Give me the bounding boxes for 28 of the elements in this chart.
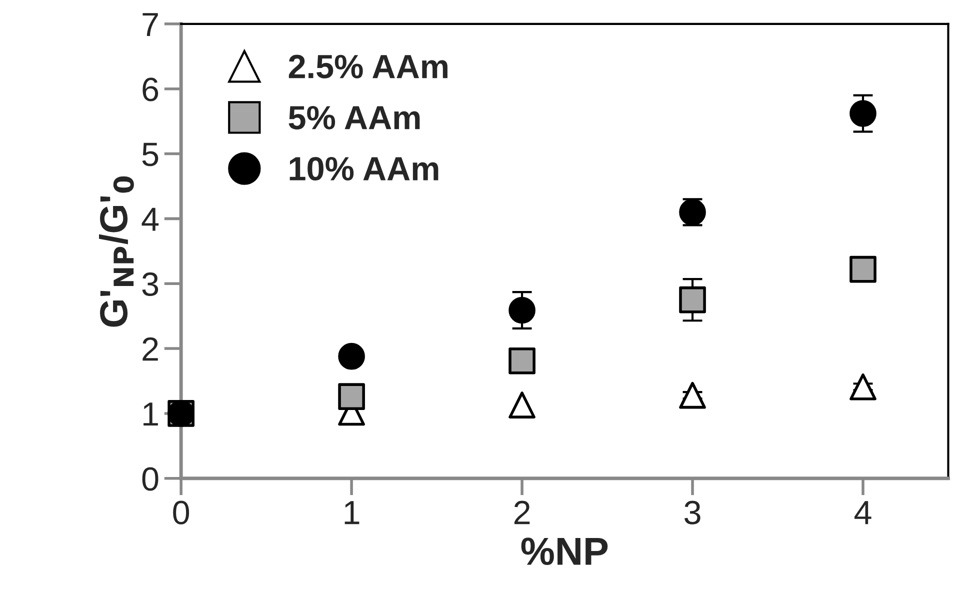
point (338, 383, 365, 410)
y-tick-label: 4 (142, 208, 159, 231)
y-tick-label: 7 (142, 13, 158, 36)
point (508, 347, 536, 374)
x-axis-title: %NP (521, 538, 608, 566)
legend-label: 10% AAm (290, 156, 438, 181)
x-tick-label: 3 (684, 500, 700, 524)
point (850, 256, 876, 283)
point (850, 100, 876, 127)
y-tick-label: 5 (142, 142, 158, 166)
point (679, 286, 706, 314)
legend-label: 2.5% AAm (288, 54, 448, 78)
y-tick-label: 6 (142, 78, 158, 102)
point (338, 342, 365, 370)
point (508, 392, 536, 418)
x-tick-label: 1 (344, 501, 360, 524)
point (850, 373, 876, 400)
y-tick-label: 0 (142, 467, 158, 491)
y-tick-label: 3 (142, 272, 158, 296)
x-tick-label: 0 (173, 500, 190, 524)
legend-label: 5% AAm (288, 106, 420, 130)
x-tick-label: 2 (514, 500, 530, 524)
x-tick-label: 4 (854, 501, 872, 524)
point (508, 296, 536, 324)
y-tick-label: 1 (144, 402, 158, 426)
point (679, 382, 706, 409)
y-axis-title: G'$_{NP}$/G'$_{0}$ (98, 176, 134, 327)
y-tick-label: 2 (142, 337, 158, 361)
